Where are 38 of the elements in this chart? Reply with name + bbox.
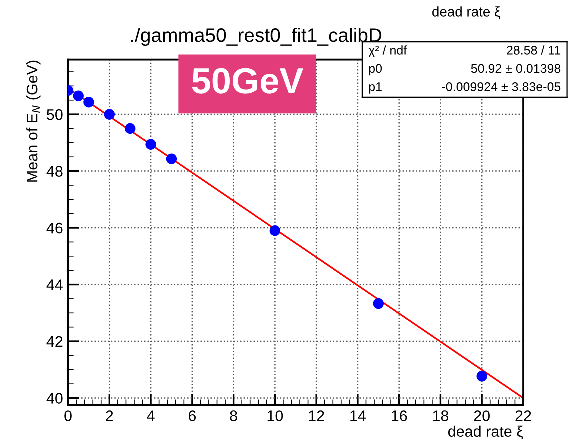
point	[146, 139, 156, 150]
point	[73, 90, 84, 102]
annotation: 50.92 ± 0.01398	[471, 64, 561, 74]
x-tick-label: 16	[392, 410, 408, 422]
annotation: -0.009924 ± 3.83e-05	[442, 82, 561, 92]
text: dead rate ξ	[432, 6, 500, 20]
y-tick-label: 48	[46, 166, 63, 177]
x-tick-label: 2	[106, 410, 114, 422]
x-tick-label: 22	[516, 410, 532, 422]
annotation: 50GeV	[192, 68, 304, 94]
y-tick-label: 40	[46, 393, 63, 404]
annotation: p0	[369, 64, 382, 76]
x-tick-label: 14	[350, 410, 366, 422]
point	[270, 226, 281, 236]
x-tick-label: 20	[474, 410, 490, 422]
y-tick-label: 46	[46, 222, 63, 234]
x-tick-label: 12	[309, 410, 324, 422]
y-axis-title: Mean of E$_{N}$ (GeV)	[26, 60, 41, 182]
point	[476, 371, 488, 382]
annotation: p1	[369, 82, 382, 94]
point	[84, 97, 94, 108]
y-tick-label: 42	[46, 336, 63, 348]
x-tick-label: 10	[268, 410, 284, 422]
chart-title: ./gamma50_rest0_fit1_calibD	[131, 28, 382, 46]
point	[166, 154, 178, 164]
x-tick-label: 18	[433, 410, 449, 422]
x-tick-label: 8	[230, 410, 238, 422]
text: 28.58 / 11	[507, 46, 561, 55]
x-tick-label: 4	[147, 410, 155, 422]
x-axis-title: dead rate ξ	[448, 426, 524, 440]
point	[104, 109, 116, 120]
x-tick-label: 0	[64, 410, 72, 422]
x-tick-label: 6	[188, 410, 196, 422]
text: χ² / ndf	[368, 46, 408, 58]
y-tick-label: 44	[46, 280, 63, 290]
y-tick-label: 50	[47, 109, 63, 120]
point	[373, 298, 384, 310]
point	[125, 123, 136, 134]
